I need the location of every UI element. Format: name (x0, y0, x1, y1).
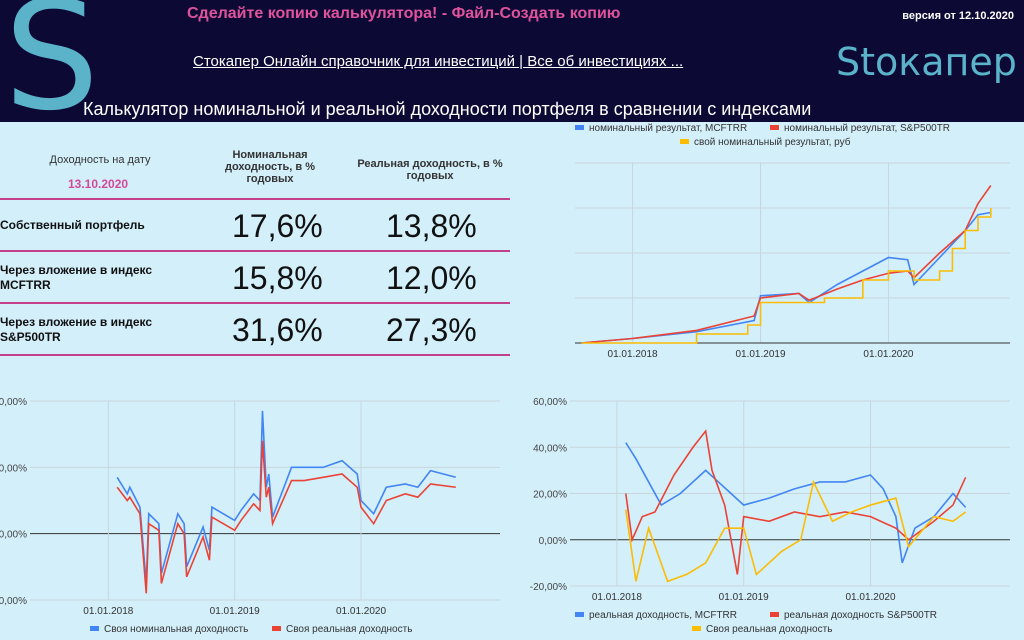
logo-icon: S (4, 0, 100, 144)
nominal-value: 15,8% (232, 260, 323, 296)
divider (0, 250, 510, 252)
legend-label: Своя номинальная доходность (104, 624, 248, 635)
series-line-2 (581, 208, 992, 344)
legend-swatch (692, 626, 701, 631)
col-real-header: Реальная доходность, в % годовых (357, 158, 503, 182)
page-title: Калькулятор номинальной и реальной доход… (83, 99, 812, 119)
col-nominal-header: Номинальная доходность, в % годовых (224, 149, 316, 185)
x-tick-label: 01.01.2018 (83, 606, 133, 617)
y-tick-label: 20,00% (533, 490, 567, 501)
legend-swatch (575, 125, 584, 130)
y-tick-label: 40,00% (533, 443, 567, 454)
legend-label: Своя реальная доходность (286, 624, 412, 635)
divider (0, 354, 510, 356)
site-link[interactable]: Стокапер Онлайн справочник для инвестици… (193, 53, 684, 70)
series-line-1 (624, 429, 967, 575)
row-label: Собственный портфель (0, 218, 145, 232)
legend-swatch (770, 612, 779, 617)
y-tick-label: 60,00% (533, 397, 567, 408)
y-tick-label: 40,00% (0, 397, 27, 408)
legend-swatch (680, 139, 689, 144)
real-value: 12,0% (386, 260, 477, 296)
legend-label: реальная доходность S&P500TR (784, 610, 937, 621)
y-tick-label: -20,00% (0, 596, 27, 607)
legend-label: реальная доходность, MCFTRR (589, 610, 737, 621)
x-tick-label: 01.01.2020 (336, 606, 386, 617)
divider (0, 198, 510, 200)
x-tick-label: 01.01.2018 (608, 349, 658, 360)
series-line-2 (624, 479, 967, 583)
x-tick-label: 01.01.2018 (592, 592, 642, 603)
series-line-0 (625, 442, 967, 564)
row-label: Через вложение в индекс MCFTRR (0, 263, 153, 292)
date-label: Доходность на дату (49, 154, 151, 166)
copy-notice: Сделайте копию калькулятора! - Файл-Созд… (187, 5, 621, 22)
y-tick-label: -20,00% (530, 582, 567, 593)
legend-label: номинальный результат, S&P500TR (784, 123, 950, 134)
x-tick-label: 01.01.2020 (863, 349, 913, 360)
legend-swatch (575, 612, 584, 617)
real-value: 27,3% (386, 312, 477, 348)
date-value: 13.10.2020 (68, 177, 129, 191)
x-tick-label: 01.01.2020 (845, 592, 895, 603)
legend-swatch (90, 626, 99, 631)
series-line-0 (116, 410, 456, 584)
divider (0, 302, 510, 304)
y-tick-label: 0,00% (539, 536, 567, 547)
nominal-value: 17,6% (232, 208, 323, 244)
real-value: 13,8% (386, 208, 477, 244)
series-line-1 (116, 440, 456, 594)
legend-label: номинальный результат, MCFTRR (589, 123, 747, 134)
header-banner: S Сделайте копию калькулятора! - Файл-Со… (0, 0, 1024, 132)
legend-label: свой номинальный результат, руб (694, 136, 851, 148)
legend-swatch (770, 125, 779, 130)
x-tick-label: 01.01.2019 (735, 349, 785, 360)
y-tick-label: 20,00% (0, 463, 27, 474)
x-tick-label: 01.01.2019 (719, 592, 769, 603)
series-line-1 (581, 185, 992, 344)
series-line-0 (581, 211, 991, 344)
version-label: версия от 12.10.2020 (902, 10, 1014, 22)
legend-swatch (272, 626, 281, 631)
y-tick-label: 0,00% (0, 530, 27, 541)
brand-logo: Stокапер (836, 40, 1017, 84)
legend-label: Своя реальная доходность (706, 624, 832, 635)
nominal-value: 31,6% (232, 312, 323, 348)
x-tick-label: 01.01.2019 (210, 606, 260, 617)
row-label: Через вложение в индекс S&P500TR (0, 315, 153, 344)
